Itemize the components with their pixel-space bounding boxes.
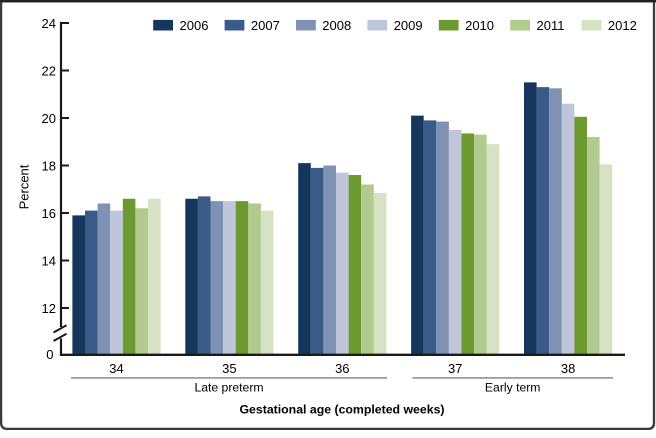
svg-text:2011: 2011 <box>537 18 565 33</box>
svg-text:0: 0 <box>46 347 53 362</box>
svg-text:2010: 2010 <box>465 18 494 33</box>
svg-text:2009: 2009 <box>394 18 423 33</box>
svg-text:24: 24 <box>42 16 56 31</box>
svg-text:Gestational age (completed wee: Gestational age (completed weeks) <box>239 403 444 417</box>
svg-text:Late preterm: Late preterm <box>194 380 263 394</box>
svg-text:34: 34 <box>109 361 123 376</box>
svg-text:20: 20 <box>42 111 56 126</box>
svg-text:14: 14 <box>42 253 56 268</box>
svg-text:18: 18 <box>42 158 56 173</box>
svg-text:36: 36 <box>335 361 349 376</box>
svg-text:2008: 2008 <box>322 18 351 33</box>
svg-text:16: 16 <box>42 206 56 221</box>
svg-text:2006: 2006 <box>180 18 209 33</box>
svg-text:2012: 2012 <box>608 18 637 33</box>
svg-text:Percent: Percent <box>16 164 31 209</box>
svg-text:Early term: Early term <box>485 380 541 394</box>
svg-text:37: 37 <box>448 361 462 376</box>
svg-text:12: 12 <box>42 301 56 316</box>
svg-text:38: 38 <box>561 361 575 376</box>
svg-text:35: 35 <box>222 361 236 376</box>
svg-text:22: 22 <box>42 63 56 78</box>
svg-text:2007: 2007 <box>251 18 280 33</box>
